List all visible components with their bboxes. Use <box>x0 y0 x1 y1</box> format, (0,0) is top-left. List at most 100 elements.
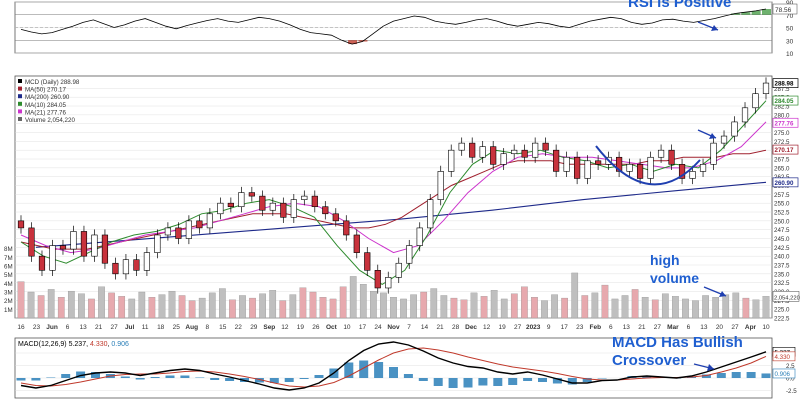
candle-body <box>395 262 402 278</box>
candle-body <box>122 259 130 275</box>
volume-bar <box>390 297 397 319</box>
x-tick-label: Apr <box>745 324 757 331</box>
x-tick-label: 22 <box>235 324 243 331</box>
macd-histogram-bar <box>284 378 294 382</box>
price-tick-label: 222.5 <box>774 316 790 323</box>
candle-body <box>59 245 67 250</box>
candle-body <box>416 227 423 246</box>
candle-body <box>427 199 434 229</box>
price-right-label-box <box>772 177 799 188</box>
candle-body <box>80 231 88 257</box>
candle-body <box>269 202 276 211</box>
volume-bar <box>98 286 105 319</box>
candle-body <box>406 245 413 264</box>
legend-swatch <box>18 86 22 91</box>
candle-body <box>238 192 245 208</box>
volume-bar <box>118 296 126 319</box>
candle-body <box>710 142 717 165</box>
volume-bar <box>480 296 488 319</box>
candle-body <box>532 142 539 158</box>
volume-bar <box>17 281 25 319</box>
macd-tick-label: 0.0 <box>786 376 795 383</box>
macd-annotation-line2: Crossover <box>612 352 687 369</box>
x-tick-label: 18 <box>157 324 165 331</box>
rsi-tick-label: 30 <box>786 38 794 45</box>
x-tick-label: 17 <box>359 324 367 331</box>
volume-bar <box>510 293 518 319</box>
volume-bar <box>108 292 115 319</box>
macd-histogram-bar <box>567 378 577 385</box>
candle-body <box>353 234 360 253</box>
x-tick-label: 25 <box>173 324 181 331</box>
volume-bar <box>400 298 407 319</box>
candle-body <box>332 213 339 222</box>
macd-histogram-bar <box>165 375 175 378</box>
macd-histogram-bar <box>642 376 652 378</box>
macd-right-label: 4.330 <box>775 354 791 361</box>
x-tick-label: 27 <box>514 324 522 331</box>
macd-title-part: , <box>108 341 112 348</box>
macd-histogram-bar <box>46 377 56 378</box>
volume-tick-label: 2M <box>4 298 13 305</box>
macd-title-part: 4.330 <box>90 341 108 348</box>
candle-body <box>511 149 518 155</box>
volume-bar <box>641 297 649 319</box>
candle-body <box>626 164 633 172</box>
volume-last-box <box>772 291 800 302</box>
x-tick-label: 16 <box>17 324 25 331</box>
candle-body <box>574 156 581 179</box>
volume-bar <box>500 298 508 319</box>
price-tick-label: 267.5 <box>774 157 790 164</box>
volume-bar <box>722 294 730 319</box>
candle-body <box>164 227 172 236</box>
macd-arrow-head <box>707 364 714 371</box>
rsi-overbought-fill <box>762 9 771 15</box>
candle-body <box>657 149 665 158</box>
macd-histogram-bar <box>523 378 533 381</box>
rsi-line <box>20 8 767 45</box>
rsi-last-value-box <box>772 3 798 15</box>
volume-bar <box>430 288 438 319</box>
macd-histogram-bar <box>761 373 771 378</box>
candle-body <box>595 160 602 165</box>
candle-body <box>731 121 738 137</box>
high-volume-annotation-line1: high <box>650 252 680 268</box>
candle-body <box>259 195 266 211</box>
rsi-overbought-fill <box>730 13 740 15</box>
volume-bar <box>460 299 468 319</box>
rsi-annotation: RSI is Positive <box>628 0 732 11</box>
legend-entry: MA(50) 270.17 <box>25 87 66 94</box>
candle-body <box>500 153 507 165</box>
volume-bar <box>591 292 599 319</box>
macd-right-label-box <box>772 368 796 379</box>
macd-histogram-bar <box>254 378 264 383</box>
candle-body <box>542 142 549 151</box>
volume-bar <box>289 294 297 319</box>
x-tick-label: 27 <box>731 324 739 331</box>
candle-body <box>647 156 654 179</box>
candle-body <box>490 146 497 165</box>
volume-bar <box>762 296 770 319</box>
price-right-label-box <box>772 78 799 88</box>
candle-body <box>175 227 182 239</box>
legend-swatch <box>18 109 22 114</box>
volume-tick-label: 4M <box>4 281 13 288</box>
candle-body <box>374 270 381 289</box>
x-tick-label: 23 <box>576 324 584 331</box>
volume-bar <box>742 297 750 319</box>
x-tick-label: 13 <box>623 324 631 331</box>
x-tick-label: 23 <box>33 324 41 331</box>
volume-bar <box>420 291 428 319</box>
price-arrow-head <box>709 133 716 139</box>
volume-bar <box>198 297 206 319</box>
volume-bar <box>239 295 246 319</box>
rsi-overbought-fill <box>751 10 761 15</box>
candle-body <box>584 160 591 179</box>
rsi-last-value: 78.56 <box>775 7 792 14</box>
candle-body <box>322 206 329 215</box>
x-tick-label: 6 <box>609 324 613 331</box>
macd-histogram-bar <box>195 377 205 378</box>
price-right-label-box <box>772 95 799 106</box>
x-tick-label: Dec <box>465 324 477 331</box>
